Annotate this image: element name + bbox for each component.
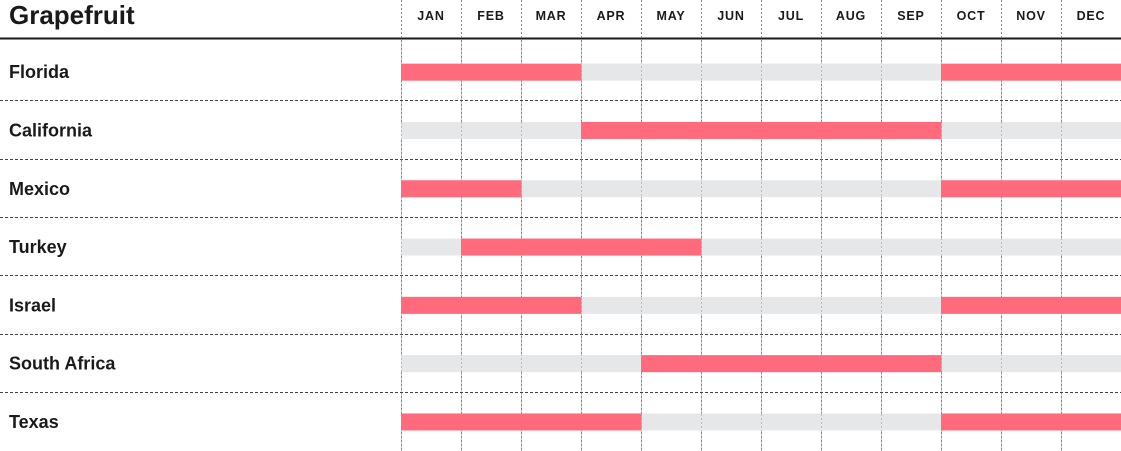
in-season-bar-aug: [821, 121, 882, 139]
month-label-jun: JUN: [717, 9, 744, 23]
in-season-bar-jul: [761, 121, 822, 139]
in-season-bar-may: [641, 355, 702, 373]
in-season-bar-nov: [1001, 63, 1062, 81]
row-texas: Texas: [9, 412, 1121, 432]
in-season-bar-jan: [401, 296, 462, 314]
row-california: California: [9, 120, 1121, 140]
in-season-bar-mar: [521, 63, 582, 81]
in-season-bar-apr: [581, 413, 642, 431]
in-season-bar-jan: [401, 180, 462, 198]
month-header: JAN FEB MAR APR MAY JUN JUL AUG SEP OCT NOV DEC: [417, 9, 1106, 23]
in-season-bar-dec: [1061, 296, 1121, 314]
month-label-oct: OCT: [957, 9, 986, 23]
in-season-bar-apr: [581, 238, 642, 256]
month-label-jul: JUL: [778, 9, 804, 23]
in-season-bar-dec: [1061, 180, 1121, 198]
row-turkey: Turkey: [9, 237, 1121, 257]
in-season-bar-mar: [521, 413, 582, 431]
in-season-bar-oct: [941, 413, 1002, 431]
month-label-aug: AUG: [836, 9, 866, 23]
in-season-bar-feb: [461, 296, 522, 314]
in-season-bar-may: [641, 238, 702, 256]
in-season-bar-nov: [1001, 180, 1062, 198]
row-label: Turkey: [9, 237, 67, 257]
in-season-bar-feb: [461, 180, 522, 198]
in-season-bar-mar: [521, 238, 582, 256]
in-season-bar-nov: [1001, 296, 1062, 314]
in-season-bar-feb: [461, 63, 522, 81]
in-season-bar-oct: [941, 63, 1002, 81]
row-label: South Africa: [9, 354, 116, 374]
in-season-bar-nov: [1001, 413, 1062, 431]
in-season-bar-jun: [701, 121, 762, 139]
month-label-mar: MAR: [536, 9, 567, 23]
in-season-bar-dec: [1061, 63, 1121, 81]
row-label: Israel: [9, 295, 56, 315]
in-season-bar-sep: [881, 355, 942, 373]
in-season-bar-mar: [521, 296, 582, 314]
in-season-bar-jul: [761, 355, 822, 373]
in-season-bar-jan: [401, 63, 462, 81]
month-label-jan: JAN: [417, 9, 444, 23]
in-season-bar-aug: [821, 355, 882, 373]
in-season-bar-dec: [1061, 413, 1121, 431]
in-season-bar-jun: [701, 355, 762, 373]
month-label-nov: NOV: [1016, 9, 1046, 23]
row-label: California: [9, 120, 93, 140]
chart-title: Grapefruit: [9, 0, 135, 30]
month-label-feb: FEB: [477, 9, 504, 23]
row-florida: Florida: [9, 62, 1121, 82]
row-separators: [0, 100, 1121, 393]
in-season-bar-oct: [941, 296, 1002, 314]
in-season-bar-oct: [941, 180, 1002, 198]
column-gridlines: [401, 0, 1062, 451]
row-label: Mexico: [9, 179, 70, 199]
month-label-may: MAY: [656, 9, 685, 23]
month-label-apr: APR: [597, 9, 626, 23]
row-south-africa: South Africa: [9, 354, 1121, 374]
row-label: Florida: [9, 62, 70, 82]
in-season-bar-may: [641, 121, 702, 139]
month-label-sep: SEP: [897, 9, 924, 23]
in-season-bar-apr: [581, 121, 642, 139]
row-mexico: Mexico: [9, 179, 1121, 199]
row-label: Texas: [9, 412, 59, 432]
rows: Florida California Mexico Turkey Israel South…: [9, 42, 1121, 451]
month-label-dec: DEC: [1077, 9, 1106, 23]
in-season-bar-feb: [461, 238, 522, 256]
in-season-bar-feb: [461, 413, 522, 431]
row-israel: Israel: [9, 295, 1121, 315]
in-season-bar-sep: [881, 121, 942, 139]
in-season-bar-jan: [401, 413, 462, 431]
